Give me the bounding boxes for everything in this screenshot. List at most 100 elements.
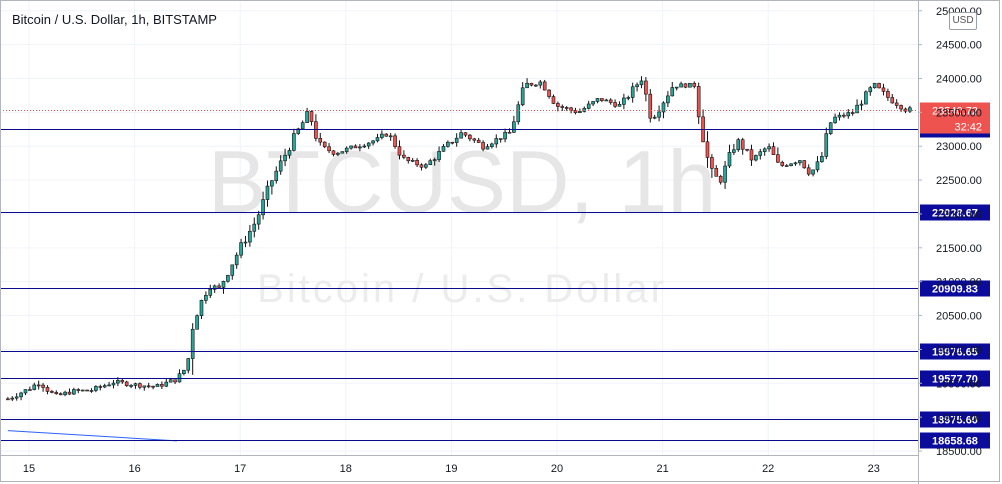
candle-body-down: [564, 107, 569, 109]
last-price-box[interactable]: [920, 102, 990, 119]
time-tick-label: 19: [445, 463, 457, 475]
candle-body-up: [265, 185, 270, 200]
candle-body-down: [569, 107, 573, 111]
candle-body-down: [476, 139, 481, 143]
candle: [657, 105, 661, 122]
interval-label: 1h: [131, 12, 146, 27]
candle: [824, 127, 829, 160]
candle: [248, 225, 252, 247]
candle-body-up: [824, 133, 829, 157]
candle-body-up: [410, 160, 415, 162]
candle-body-up: [657, 111, 661, 118]
candle-body-up: [754, 155, 758, 161]
candle: [102, 383, 107, 389]
candle-body-down: [745, 148, 749, 151]
candle-body-down: [6, 398, 10, 401]
candle-body-down: [600, 98, 604, 101]
candle-body-up: [494, 138, 499, 145]
candle-body-up: [635, 84, 639, 88]
level-label-box[interactable]: [920, 370, 990, 387]
candle-body-up: [261, 199, 265, 216]
candle: [516, 101, 521, 125]
candle-body-down: [877, 83, 881, 89]
trend-line-layer: [7, 430, 177, 442]
candle-body-down: [463, 132, 468, 136]
candle-body-down: [173, 379, 177, 383]
candle: [837, 112, 842, 121]
candle: [393, 133, 397, 149]
candle-body-up: [102, 385, 107, 388]
level-label-box[interactable]: [920, 411, 990, 428]
candle-body-up: [534, 84, 538, 87]
candle-body-up: [32, 384, 37, 390]
candle-body-down: [67, 391, 72, 395]
candle: [688, 82, 692, 88]
candle: [164, 378, 169, 388]
currency-badge[interactable]: USD: [949, 12, 977, 30]
level-label-box[interactable]: [920, 280, 990, 297]
candle-body-down: [45, 387, 50, 392]
candle-body-down: [613, 102, 617, 107]
candle-body-up: [358, 146, 362, 149]
candle: [556, 101, 560, 112]
candle: [908, 105, 912, 113]
candle-body-up: [666, 95, 670, 104]
candle: [226, 274, 230, 283]
candle: [859, 100, 864, 112]
candle-body-up: [371, 140, 375, 144]
support-resistance-levels[interactable]: 23254.7222028.6720909.8319976.6519577.70…: [0, 102, 990, 449]
candle-body-down: [573, 109, 578, 114]
price-tick-label: 20000.00: [936, 344, 982, 356]
candle-body-up: [833, 116, 837, 124]
watermark-ticker: BTCUSD, 1h: [208, 132, 717, 231]
candle-body-up: [815, 161, 820, 171]
candle-body-up: [578, 111, 582, 114]
candle: [80, 389, 85, 392]
time-tick-label: 22: [762, 463, 774, 475]
candle-body-up: [582, 108, 587, 112]
candle: [85, 389, 89, 392]
candle: [441, 144, 446, 152]
candle: [406, 156, 411, 164]
candle-body-down: [217, 285, 221, 288]
candle-body-down: [806, 167, 811, 175]
level-label-box[interactable]: [920, 343, 990, 360]
candle-body-up: [182, 369, 186, 374]
candle-body-down: [802, 160, 807, 169]
candle: [173, 379, 177, 385]
candle: [292, 128, 296, 152]
candle-body-up: [679, 83, 683, 88]
level-label: 19577.70: [932, 374, 978, 386]
candle: [239, 238, 243, 259]
candle-body-up: [296, 128, 301, 134]
candle-body-up: [208, 288, 213, 296]
level-label-box[interactable]: [920, 432, 990, 449]
candle-body-down: [890, 97, 895, 104]
candle-body-up: [864, 91, 868, 105]
level-label-box[interactable]: [920, 204, 990, 221]
candle-body-up: [10, 397, 15, 400]
candle: [54, 390, 59, 395]
candle-body-up: [855, 104, 859, 114]
candle-body-up: [23, 389, 28, 394]
candle: [512, 115, 516, 133]
price-tick-label: 23500.00: [936, 107, 982, 119]
candle: [366, 142, 371, 149]
candle-body-up: [116, 380, 120, 384]
candle: [160, 381, 164, 390]
candle-body-down: [415, 160, 419, 166]
candle-body-down: [886, 91, 890, 98]
time-tick-label: 18: [340, 463, 352, 475]
candle: [600, 98, 604, 103]
trend-line[interactable]: [7, 430, 177, 442]
candle: [410, 157, 415, 163]
level-label: 18975.60: [932, 415, 978, 427]
candle-body-up: [278, 160, 283, 172]
price-tick-label: 19000.00: [936, 412, 982, 424]
candle: [322, 141, 327, 149]
candle: [758, 148, 763, 160]
candle-body-down: [644, 80, 648, 95]
candle: [833, 113, 837, 124]
